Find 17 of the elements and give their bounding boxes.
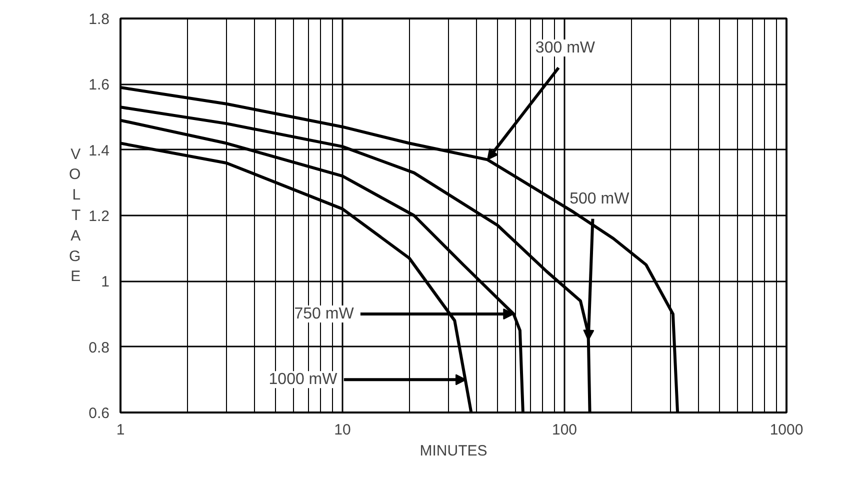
x-tick-label: 1 [116,422,125,438]
annotation: 500 mW [570,190,630,208]
x-axis-title: MINUTES [420,442,488,460]
annotation: 300 mW [535,40,596,57]
y-tick-label: 1.4 [88,142,110,160]
y-axis-title: VOLTAGE [68,146,81,286]
y-tick-label: 1.8 [88,11,110,28]
x-tick-label: 100 [552,422,578,438]
y-tick-label: 1.6 [88,76,110,94]
annotation: 1000 mW [268,371,338,388]
y-tick-label: 1 [101,274,110,291]
y-tick-label: 1.2 [88,208,110,225]
y-tick-label: 0.6 [88,405,110,422]
annotation: 750 mW [294,306,355,322]
x-tick-label: 1000 [770,422,804,438]
x-tick-label: 10 [334,422,351,438]
y-tick-label: 0.8 [88,339,110,356]
